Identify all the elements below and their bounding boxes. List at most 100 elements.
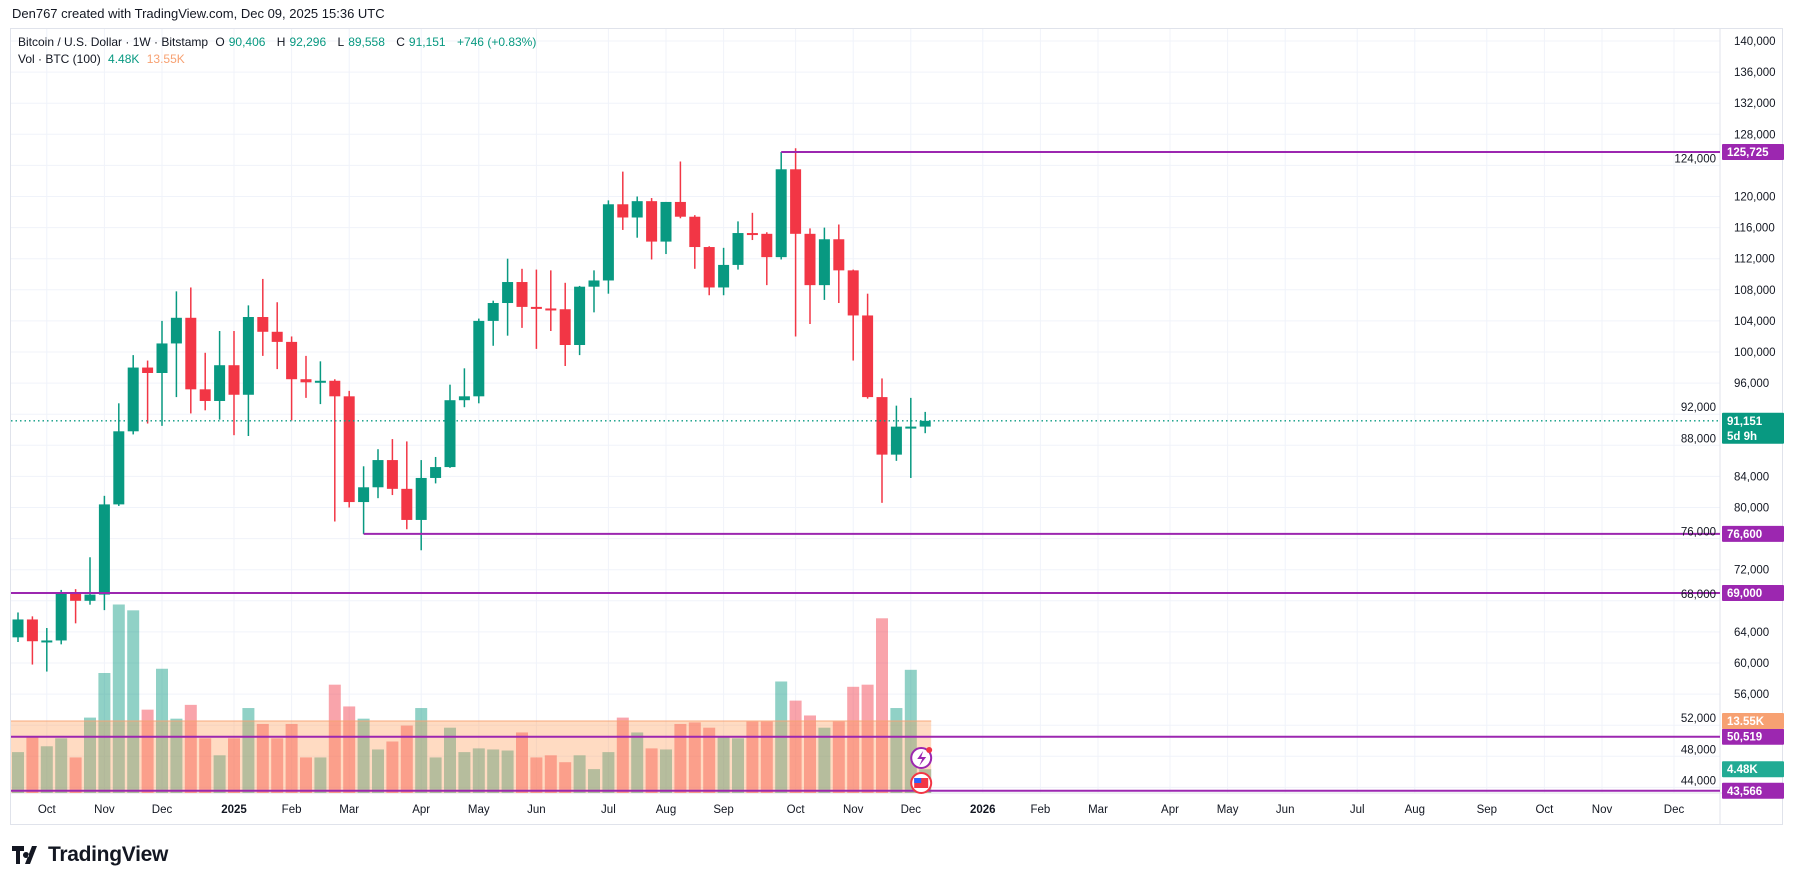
volume-bar [559, 762, 572, 793]
price-axis-label: 96,000 [1734, 378, 1769, 390]
time-axis-label: Feb [282, 804, 302, 816]
volume-last-badge [1722, 761, 1784, 778]
candle-body [70, 593, 82, 601]
price-axis-label: 64,000 [1734, 627, 1769, 639]
price-axis-label: 48,000 [1681, 744, 1716, 756]
time-axis-label: Apr [412, 804, 430, 816]
volume-bar [890, 708, 903, 793]
candle-body [12, 619, 24, 638]
candle-body [890, 426, 902, 455]
volume-bar [876, 618, 888, 793]
time-axis-label: 2025 [221, 804, 247, 816]
volume-bar [386, 741, 399, 793]
level-price-badge [1722, 728, 1784, 745]
candle-body [242, 317, 254, 395]
price-axis-label: 104,000 [1734, 316, 1776, 328]
ohlc-high: H 92,296 [277, 35, 330, 49]
candle-body [314, 380, 326, 383]
candle-body [329, 380, 341, 397]
volume-bar [674, 723, 687, 793]
volume-bar [530, 757, 543, 793]
time-axis-label: Mar [1088, 804, 1108, 816]
time-axis-label: Apr [1161, 804, 1179, 816]
candle-body [458, 396, 470, 401]
last-price-badge-text: 91,151 [1727, 416, 1763, 428]
price-axis-label: 100,000 [1734, 347, 1776, 359]
level-price-badge [1722, 782, 1784, 799]
time-axis-label: Dec [152, 804, 173, 816]
ohlc-open-label: O [215, 35, 225, 49]
price-axis-label: 108,000 [1734, 285, 1776, 297]
volume-bar [213, 755, 226, 793]
volume-bar [285, 723, 298, 793]
time-axis-label: Jul [1350, 804, 1365, 816]
candle-body [516, 282, 528, 307]
volume-bar [400, 725, 413, 793]
candle-body [919, 420, 931, 427]
candle-body [127, 367, 139, 432]
level-price-badge-text: 50,519 [1727, 732, 1762, 744]
volume-bar [760, 721, 773, 793]
candle-body [718, 264, 730, 288]
candle-body [847, 270, 859, 316]
level-price-badge [1722, 143, 1784, 160]
candle-body [574, 286, 586, 346]
time-axis-label: May [468, 804, 490, 816]
candle-body [732, 233, 744, 265]
level-price-badge-text: 125,725 [1727, 147, 1769, 159]
volume-bar [645, 748, 658, 793]
volume-bar [69, 757, 82, 793]
candle-body [386, 460, 398, 489]
price-axis-label: 72,000 [1734, 565, 1769, 577]
volume-bar [242, 708, 255, 793]
lightning-icon [917, 751, 927, 766]
volume-bar [746, 721, 759, 793]
candle-body [98, 504, 110, 595]
price-axis-label: 52,000 [1681, 713, 1716, 725]
candle-body [300, 379, 312, 383]
volume-ma-area [11, 721, 932, 793]
candle-body [703, 247, 715, 288]
candle-body [804, 233, 816, 286]
candle-body [631, 201, 643, 218]
symbol-name[interactable]: Bitcoin / U.S. Dollar · 1W · Bitstamp [18, 35, 209, 49]
volume-bar [98, 672, 111, 793]
candle-body [674, 201, 686, 217]
price-axis-label: 132,000 [1734, 98, 1776, 110]
time-axis-label: Jul [601, 804, 616, 816]
candle-body [530, 306, 542, 309]
volume-bar [199, 738, 212, 793]
volume-bar [501, 750, 514, 793]
volume-bar [847, 686, 860, 793]
ohlc-high-value: 92,296 [289, 35, 327, 49]
time-axis-label: Mar [339, 804, 359, 816]
volume-ma-badge [1722, 713, 1784, 730]
volume-bar [444, 727, 456, 793]
volume-bar [703, 727, 716, 793]
volume-bar [688, 722, 701, 793]
volume-bar [660, 749, 672, 793]
time-axis-label: Sep [713, 804, 733, 816]
volume-bar [415, 708, 428, 793]
price-axis-label: 56,000 [1734, 689, 1769, 701]
volume-bar [789, 700, 802, 793]
candle-body [271, 331, 283, 342]
volume-bar [12, 752, 24, 793]
candle-body [55, 593, 67, 641]
volume-bar [184, 704, 197, 793]
volume-bar [429, 757, 442, 793]
tradingview-logo[interactable]: TradingView [12, 843, 168, 867]
volume-indicator-name[interactable]: Vol · BTC (100) [18, 52, 101, 66]
candle-body [833, 239, 845, 271]
volume-bar [544, 755, 557, 793]
volume-bar [228, 738, 240, 793]
candle-body [444, 400, 456, 468]
price-axis-label: 128,000 [1734, 129, 1776, 141]
price-axis-label: 136,000 [1734, 67, 1776, 79]
level-price-badge [1722, 585, 1784, 602]
candle-body [26, 619, 38, 642]
candle-body [660, 201, 672, 242]
time-axis-label: Aug [1405, 804, 1425, 816]
volume-bar [588, 769, 600, 793]
